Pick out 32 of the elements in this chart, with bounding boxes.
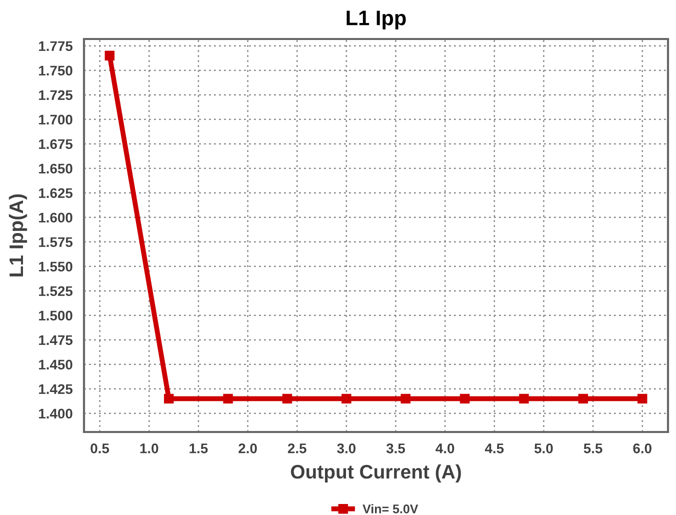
legend-label: Vin= 5.0V — [362, 504, 418, 514]
x-axis-title: Output Current (A) — [290, 464, 461, 483]
y-tick-label: 1.500 — [39, 310, 72, 321]
y-tick-label: 1.400 — [39, 408, 72, 419]
x-tick-label: 6.0 — [633, 443, 652, 454]
x-tick-label: 5.5 — [584, 444, 602, 454]
y-tick-label: 1.700 — [39, 114, 72, 125]
y-tick-label: 1.475 — [39, 335, 73, 346]
chart-title: L1 Ipp — [346, 10, 406, 30]
y-tick-label: 1.675 — [39, 139, 73, 150]
y-tick-label: 1.550 — [39, 262, 72, 272]
x-tick-label: 1.5 — [190, 444, 208, 454]
y-tick-label: 1.575 — [39, 237, 73, 248]
y-tick-label: 1.725 — [39, 90, 73, 100]
y-tick-label: 1.650 — [39, 164, 72, 174]
x-tick-label: 4.0 — [436, 443, 454, 454]
y-axis-title: L1 Ipp(A) — [8, 194, 28, 276]
x-tick-label: 0.5 — [90, 443, 110, 454]
y-tick-label: 1.425 — [39, 384, 73, 394]
x-tick-label: 3.5 — [386, 443, 405, 454]
x-tick-label: 2.5 — [288, 443, 306, 454]
x-tick-label: 1.0 — [140, 443, 158, 454]
y-tick-label: 1.525 — [39, 286, 73, 296]
x-tick-label: 3.0 — [337, 443, 356, 454]
y-tick-label: 1.775 — [39, 41, 73, 52]
x-tick-label: 4.5 — [484, 444, 504, 454]
y-tick-label: 1.750 — [39, 66, 72, 76]
y-tick-label: 1.450 — [39, 360, 72, 370]
y-tick-label: 1.600 — [39, 212, 72, 223]
x-tick-label: 2.0 — [238, 443, 257, 454]
x-tick-label: 5.0 — [534, 443, 553, 454]
y-tick-label: 1.625 — [39, 188, 73, 198]
